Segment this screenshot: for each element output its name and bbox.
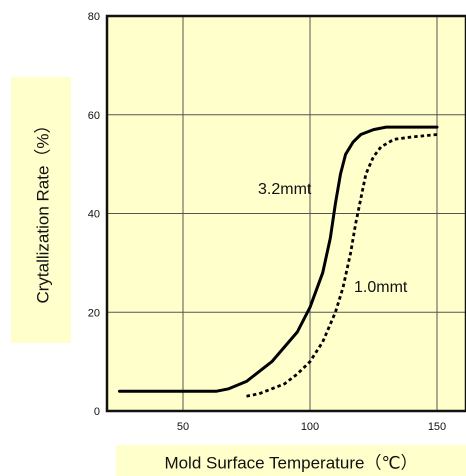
y-tick-label: 60 [88, 110, 100, 122]
series-line-1 [118, 125, 439, 393]
y-tick-label: 40 [88, 209, 100, 221]
x-tick-label: 50 [177, 421, 189, 433]
x-tick-label: 100 [301, 421, 319, 433]
x-tick-label: 150 [428, 421, 446, 433]
series-annotation: 1.0mmt [354, 279, 408, 296]
y-tick-label: 0 [94, 406, 100, 418]
x-axis-label: Mold Surface Temperature（℃） [164, 453, 418, 473]
y-tick-label: 20 [88, 307, 100, 319]
series-annotation: 3.2mmt [258, 181, 312, 198]
x-axis-label-box [116, 445, 466, 476]
y-axis-label-box [11, 77, 71, 343]
y-tick-label: 80 [88, 11, 100, 23]
plot-frame [105, 14, 466, 413]
